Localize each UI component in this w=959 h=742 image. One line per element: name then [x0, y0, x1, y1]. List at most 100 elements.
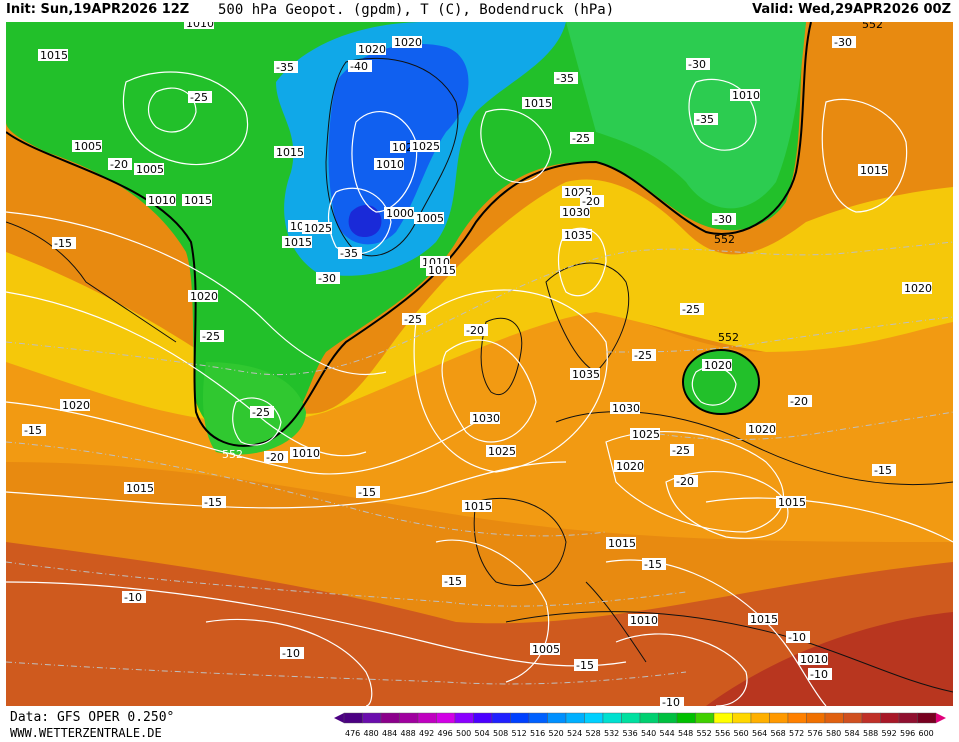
scale-labels: 476 480 484 488 492 496 500 504 508 512 516 520 524 5… — [345, 729, 934, 738]
scale-tick-label: 536 — [623, 729, 638, 738]
scandinavia-coast — [545, 262, 630, 373]
height-label: 552 — [718, 331, 739, 344]
svg-text:-15: -15 — [444, 575, 462, 588]
svg-text:-30: -30 — [834, 36, 852, 49]
isobar-labels: 1010 1015 1005 1005 1010 1015 1020 1020 … — [38, 22, 932, 666]
iberia-coast — [473, 497, 567, 587]
scale-tick-label: 568 — [771, 729, 786, 738]
scale-swatch — [639, 712, 659, 724]
svg-text:-20: -20 — [110, 158, 128, 171]
svg-text:1005: 1005 — [136, 163, 164, 176]
scale-tick-label: 564 — [752, 729, 767, 738]
svg-text:-10: -10 — [810, 668, 828, 681]
scale-swatch — [528, 712, 548, 724]
weather-map[interactable]: 552 552 552 552 1010 1015 1005 1005 1010… — [6, 22, 953, 706]
svg-text:-25: -25 — [404, 313, 422, 326]
svg-text:1015: 1015 — [778, 496, 806, 509]
scale-tick-label: 504 — [475, 729, 490, 738]
scale-swatch — [917, 712, 937, 724]
svg-text:-15: -15 — [576, 659, 594, 672]
scale-swatch — [584, 712, 604, 724]
scale-tick-label: 576 — [808, 729, 823, 738]
svg-text:1015: 1015 — [608, 537, 636, 550]
svg-text:1025: 1025 — [488, 445, 516, 458]
scale-tick-label: 584 — [845, 729, 860, 738]
svg-text:1015: 1015 — [126, 482, 154, 495]
scale-swatch — [510, 712, 530, 724]
svg-text:1030: 1030 — [472, 412, 500, 425]
svg-text:1010: 1010 — [732, 89, 760, 102]
scale-swatch — [676, 712, 696, 724]
scale-tick-label: 548 — [678, 729, 693, 738]
svg-text:1015: 1015 — [464, 500, 492, 513]
svg-text:1020: 1020 — [190, 290, 218, 303]
scale-tick-label: 556 — [715, 729, 730, 738]
central-europe-coast — [555, 411, 953, 486]
scale-swatch — [658, 712, 678, 724]
svg-text:-35: -35 — [276, 61, 294, 74]
scale-tick-label: 600 — [919, 729, 934, 738]
hottest-field — [706, 612, 953, 706]
scale-arrow-left — [334, 713, 344, 723]
svg-text:1030: 1030 — [612, 402, 640, 415]
map-title: 500 hPa Geopot. (gpdm), T (C), Bodendruc… — [218, 2, 615, 18]
scale-swatch — [473, 712, 493, 724]
scale-tick-label: 596 — [900, 729, 915, 738]
svg-text:-25: -25 — [190, 91, 208, 104]
svg-text:-10: -10 — [124, 591, 142, 604]
svg-text:1015: 1015 — [276, 146, 304, 159]
svg-text:1010: 1010 — [376, 158, 404, 171]
height-labels: 552 552 552 552 — [222, 22, 883, 461]
scale-tick-label: 540 — [641, 729, 656, 738]
svg-text:-20: -20 — [676, 475, 694, 488]
svg-text:-20: -20 — [582, 195, 600, 208]
svg-text:-40: -40 — [350, 60, 368, 73]
scale-swatch — [454, 712, 474, 724]
site-url: WWW.WETTERZENTRALE.DE — [10, 726, 162, 740]
svg-text:-15: -15 — [874, 464, 892, 477]
contour-552-main — [6, 22, 812, 447]
svg-text:-35: -35 — [340, 247, 358, 260]
scale-tick-label: 520 — [549, 729, 564, 738]
scale-swatch — [898, 712, 918, 724]
svg-text:1015: 1015 — [750, 613, 778, 626]
svg-text:-15: -15 — [24, 424, 42, 437]
svg-text:1010: 1010 — [186, 22, 214, 30]
scale-swatch — [750, 712, 770, 724]
scale-tick-label: 588 — [863, 729, 878, 738]
svg-text:1010: 1010 — [148, 194, 176, 207]
scale-swatch — [621, 712, 641, 724]
scale-tick-label: 580 — [826, 729, 841, 738]
svg-text:1020: 1020 — [394, 36, 422, 49]
scale-swatch — [547, 712, 567, 724]
svg-text:1035: 1035 — [572, 368, 600, 381]
svg-text:1020: 1020 — [704, 359, 732, 372]
svg-text:1015: 1015 — [184, 194, 212, 207]
uk-coast — [480, 317, 523, 395]
canada-coast — [6, 221, 177, 343]
svg-text:1020: 1020 — [904, 282, 932, 295]
svg-text:1010: 1010 — [630, 614, 658, 627]
coldest-core — [348, 205, 382, 238]
color-scale: 476 480 484 488 492 496 500 504 508 512 516 520 524 5… — [334, 712, 946, 738]
scale-swatch — [843, 712, 863, 724]
svg-text:-15: -15 — [54, 237, 72, 250]
scale-swatch — [343, 712, 363, 724]
scale-tick-label: 500 — [456, 729, 471, 738]
contour-552-cutoff — [682, 349, 760, 415]
svg-text:1015: 1015 — [524, 97, 552, 110]
scale-tick-label: 516 — [530, 729, 545, 738]
svg-text:-25: -25 — [572, 132, 590, 145]
scale-swatch — [824, 712, 844, 724]
height-label: 552 — [222, 448, 243, 461]
svg-text:-30: -30 — [714, 213, 732, 226]
svg-text:-20: -20 — [266, 451, 284, 464]
valid-time: Valid: Wed,29APR2026 00Z — [752, 2, 951, 17]
svg-text:1020: 1020 — [358, 43, 386, 56]
greenland-coast — [325, 57, 459, 257]
svg-text:1025: 1025 — [632, 428, 660, 441]
svg-text:-20: -20 — [790, 395, 808, 408]
svg-text:-30: -30 — [688, 58, 706, 71]
svg-text:-15: -15 — [204, 496, 222, 509]
map-footer: Data: GFS OPER 0.250° WWW.WETTERZENTRALE… — [0, 706, 959, 741]
